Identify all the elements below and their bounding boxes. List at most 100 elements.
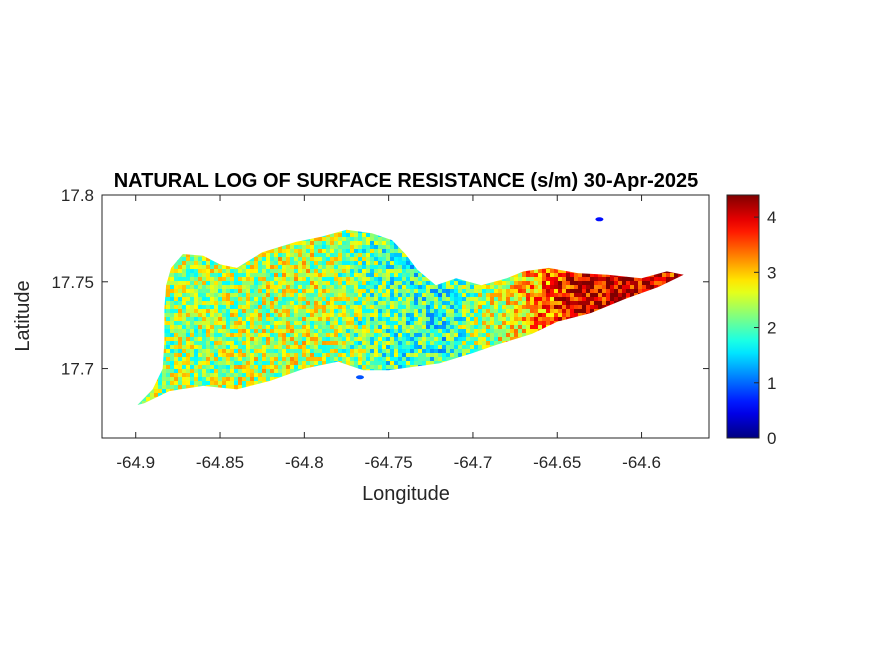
heatmap-cell (370, 361, 374, 365)
heatmap-cell (234, 377, 238, 381)
heatmap-cell (302, 333, 306, 337)
heatmap-cell (302, 277, 306, 281)
heatmap-cell (510, 337, 514, 341)
heatmap-cell (534, 281, 538, 285)
heatmap-cell (398, 321, 402, 325)
heatmap-cell (306, 349, 310, 353)
heatmap-cell (418, 341, 422, 345)
heatmap-cell (150, 397, 154, 401)
heatmap-cell (374, 277, 378, 281)
heatmap-cell (170, 333, 174, 337)
heatmap-cell (446, 293, 450, 297)
heatmap-cell (370, 313, 374, 317)
heatmap-cell (318, 349, 322, 353)
heatmap-cell (406, 289, 410, 293)
heatmap-cell (342, 249, 346, 253)
heatmap-cell (170, 369, 174, 373)
heatmap-cell (378, 313, 382, 317)
heatmap-cell (166, 389, 170, 393)
heatmap-cell (450, 349, 454, 353)
heatmap-cell (394, 345, 398, 349)
heatmap-cell (466, 285, 470, 289)
heatmap-cell (378, 365, 382, 369)
heatmap-cell (242, 337, 246, 341)
heatmap-cell (498, 281, 502, 285)
heatmap-cell (190, 329, 194, 333)
heatmap-cell (362, 233, 366, 237)
heatmap-cell (482, 285, 486, 289)
heatmap-cell (338, 345, 342, 349)
heatmap-cell (302, 341, 306, 345)
heatmap-cell (526, 297, 530, 301)
heatmap-cell (382, 249, 386, 253)
heatmap-cell (446, 337, 450, 341)
heatmap-cell (182, 325, 186, 329)
heatmap-cell (194, 289, 198, 293)
heatmap-cell (390, 249, 394, 253)
heatmap-cell (298, 333, 302, 337)
heatmap-cell (270, 349, 274, 353)
heatmap-cell (530, 301, 534, 305)
heatmap-cell (482, 293, 486, 297)
heatmap-cell (294, 281, 298, 285)
heatmap-cell (362, 361, 366, 365)
heatmap-cell (282, 253, 286, 257)
heatmap-cell (190, 253, 194, 257)
heatmap-cell (222, 313, 226, 317)
heatmap-cell (414, 317, 418, 321)
heatmap-cell (378, 261, 382, 265)
heatmap-cell (278, 273, 282, 277)
heatmap-cell (474, 301, 478, 305)
heatmap-cell (458, 297, 462, 301)
heatmap-cell (294, 269, 298, 273)
heatmap-cell (458, 293, 462, 297)
heatmap-cell (258, 365, 262, 369)
heatmap-cell (358, 305, 362, 309)
heatmap-cell (226, 349, 230, 353)
heatmap-cell (182, 265, 186, 269)
heatmap-cell (342, 361, 346, 365)
heatmap-cell (426, 309, 430, 313)
heatmap-cell (282, 345, 286, 349)
heatmap-cell (190, 285, 194, 289)
heatmap-cell (306, 297, 310, 301)
heatmap-cell (418, 305, 422, 309)
heatmap-cell (174, 273, 178, 277)
heatmap-cell (234, 321, 238, 325)
heatmap-cell (382, 289, 386, 293)
heatmap-cell (250, 365, 254, 369)
heatmap-cell (390, 345, 394, 349)
heatmap-cell (438, 333, 442, 337)
heatmap-cell (250, 313, 254, 317)
heatmap-cell (302, 241, 306, 245)
heatmap-cell (414, 293, 418, 297)
heatmap-cell (490, 293, 494, 297)
heatmap-cell (298, 281, 302, 285)
heatmap-cell (298, 297, 302, 301)
heatmap-cell (270, 309, 274, 313)
heatmap-cell (394, 349, 398, 353)
heatmap-cell (174, 317, 178, 321)
heatmap-cell (362, 329, 366, 333)
heatmap-cell (378, 325, 382, 329)
heatmap-cell (378, 317, 382, 321)
heatmap-cell (290, 321, 294, 325)
heatmap-cell (298, 309, 302, 313)
heatmap-cell (346, 325, 350, 329)
heatmap-cell (350, 277, 354, 281)
heatmap-cell (354, 253, 358, 257)
heatmap-cell (254, 297, 258, 301)
heatmap-cell (482, 345, 486, 349)
heatmap-cell (210, 293, 214, 297)
heatmap-cell (334, 245, 338, 249)
heatmap-cell (450, 313, 454, 317)
heatmap-cell (170, 301, 174, 305)
heatmap-cell (546, 277, 550, 281)
heatmap-cell (246, 313, 250, 317)
heatmap-cell (186, 321, 190, 325)
heatmap-cell (366, 341, 370, 345)
heatmap-cell (218, 361, 222, 365)
heatmap-cell (234, 385, 238, 389)
heatmap-cell (470, 289, 474, 293)
heatmap-cell (178, 313, 182, 317)
